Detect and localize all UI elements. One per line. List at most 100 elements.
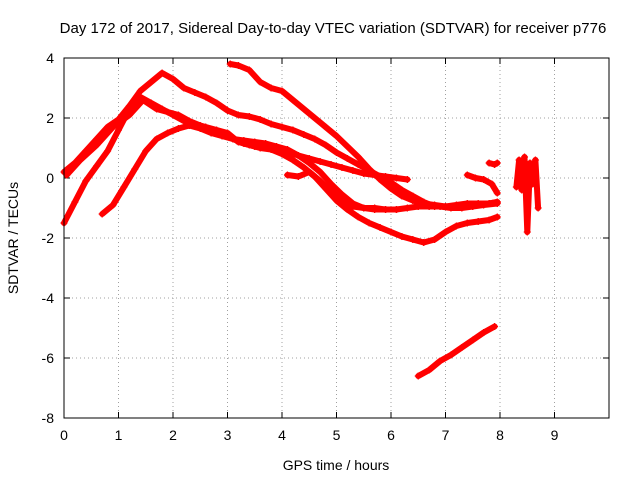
data-point (531, 156, 539, 164)
grid-layer (64, 58, 609, 418)
data-point (289, 126, 297, 134)
data-point (425, 366, 433, 374)
data-point (431, 236, 439, 243)
y-tick-label: 0 (46, 170, 54, 186)
y-tick-label: -8 (42, 410, 55, 426)
data-point (202, 93, 210, 101)
data-point (480, 329, 488, 336)
x-tick-label: 5 (333, 427, 341, 443)
data-point (218, 132, 226, 140)
data-point (226, 60, 234, 68)
data-point (294, 173, 302, 180)
data-point (316, 168, 324, 176)
data-point (398, 186, 406, 194)
data-point (300, 131, 308, 138)
data-point (245, 113, 253, 120)
data-point (474, 218, 482, 225)
data-layer (60, 60, 542, 380)
plot-frame (63, 57, 610, 419)
x-tick-label: 9 (551, 427, 559, 443)
data-point (327, 180, 335, 188)
data-point (512, 183, 520, 191)
data-point (521, 153, 529, 161)
data-point (387, 185, 395, 192)
data-point (420, 200, 428, 207)
data-point (343, 143, 351, 150)
series-trace (513, 154, 542, 235)
data-point (403, 204, 411, 212)
data-point (469, 336, 477, 344)
data-point (93, 162, 101, 170)
data-point (311, 135, 319, 143)
series-trace (415, 323, 498, 379)
x-tick-label: 0 (60, 427, 68, 443)
data-point (289, 156, 297, 164)
data-point (322, 123, 330, 131)
data-point (139, 96, 147, 104)
data-point (387, 228, 395, 236)
data-point (327, 188, 335, 195)
data-point (169, 75, 177, 83)
data-point (174, 111, 182, 119)
data-point (463, 171, 471, 179)
data-point (153, 105, 161, 113)
data-point (104, 147, 112, 155)
data-point (256, 78, 264, 86)
data-point (322, 141, 330, 149)
data-point (376, 176, 384, 183)
data-point (518, 186, 526, 194)
data-point (463, 219, 471, 227)
data-point (294, 152, 302, 159)
x-tick-label: 3 (224, 427, 232, 443)
y-tick-label: 2 (46, 110, 54, 126)
x-axis-label: GPS time / hours (283, 457, 390, 473)
data-point (131, 165, 139, 173)
data-point (109, 201, 117, 209)
data-point (283, 149, 291, 156)
data-point (523, 228, 531, 236)
data-point (474, 201, 482, 209)
series-track-j (414, 323, 499, 380)
y-tick-label: -6 (42, 350, 55, 366)
y-tick-label: 4 (46, 50, 54, 66)
data-point (76, 156, 84, 164)
x-tick-label: 6 (387, 427, 395, 443)
data-point (354, 161, 362, 168)
data-point (229, 135, 237, 143)
data-point (471, 174, 479, 182)
data-point (71, 198, 79, 206)
data-point (382, 206, 390, 213)
data-point (185, 122, 193, 129)
data-point (409, 236, 417, 243)
data-point (93, 141, 101, 149)
y-axis-label: SDTVAR / TECUs (5, 182, 21, 294)
data-point (338, 198, 346, 206)
data-point (360, 204, 368, 212)
data-point (354, 213, 362, 221)
data-point (327, 161, 335, 168)
data-point (262, 144, 270, 152)
data-point (463, 203, 471, 210)
data-point (365, 219, 373, 227)
data-point (436, 357, 444, 365)
data-point (529, 180, 537, 188)
data-point (142, 147, 150, 155)
data-point (251, 143, 259, 150)
data-point (493, 159, 501, 167)
data-point (245, 66, 253, 74)
data-point (442, 228, 449, 236)
data-point (485, 159, 493, 167)
data-point (311, 114, 319, 122)
data-point (398, 233, 406, 240)
data-point (493, 198, 501, 206)
data-point (360, 170, 368, 177)
data-point (491, 323, 499, 330)
data-point (409, 197, 417, 204)
data-point (382, 173, 390, 180)
data-point (485, 216, 493, 224)
y-tick-label: -4 (42, 290, 55, 306)
series-track-e (226, 60, 501, 210)
data-point (316, 158, 324, 165)
data-point (196, 125, 204, 132)
